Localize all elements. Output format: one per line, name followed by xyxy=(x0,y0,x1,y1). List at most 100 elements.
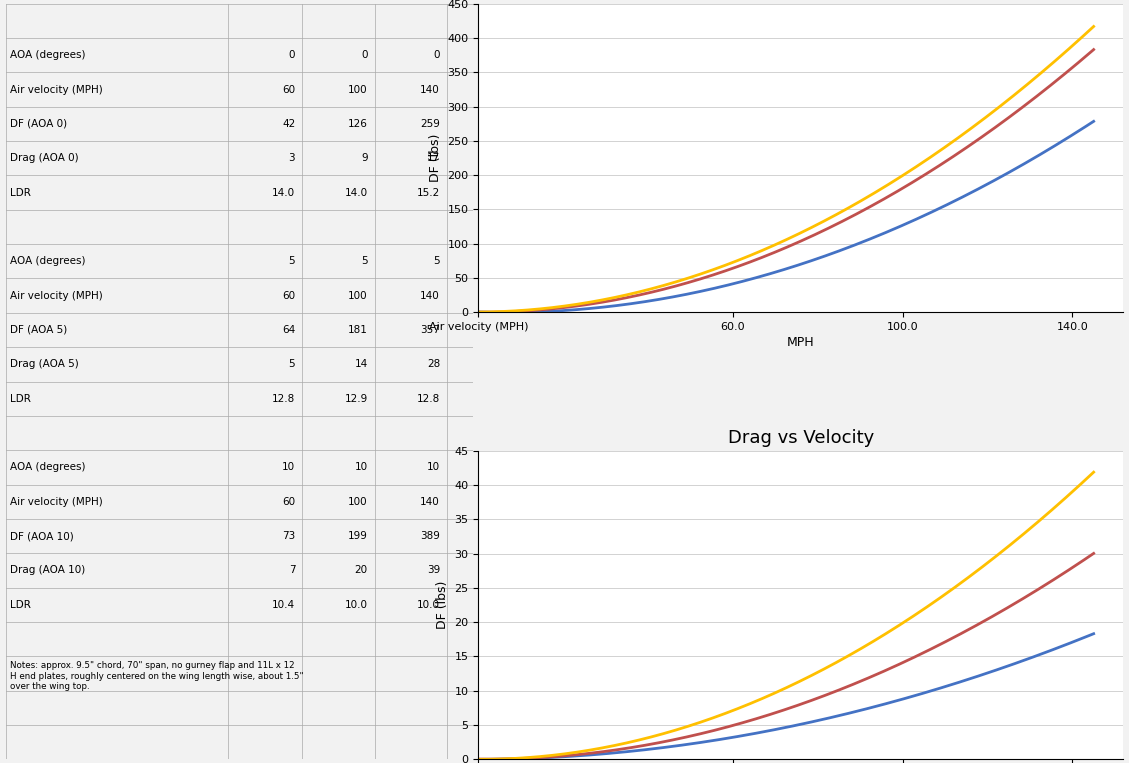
Text: 0: 0 xyxy=(434,50,440,60)
Text: 12.9: 12.9 xyxy=(344,394,368,404)
Text: 14.0: 14.0 xyxy=(344,188,368,198)
Drag (AOA 10) xyxy=(717,710,730,719)
Line: DF (AOA 0): DF (AOA 0) xyxy=(479,121,1094,312)
DF (AOA 5) xyxy=(860,204,874,213)
Text: 5: 5 xyxy=(361,256,368,266)
Text: 7: 7 xyxy=(289,565,296,575)
Text: 12.8: 12.8 xyxy=(417,394,440,404)
Drag (AOA 5) xyxy=(481,755,495,763)
Text: 140: 140 xyxy=(420,85,440,95)
DF (AOA 0) xyxy=(920,210,934,219)
Drag (AOA 0) xyxy=(472,755,485,763)
Text: 17: 17 xyxy=(427,153,440,163)
DF (AOA 0) xyxy=(674,291,688,300)
Text: DF (AOA 0): DF (AOA 0) xyxy=(10,119,68,129)
Text: 100: 100 xyxy=(348,291,368,301)
DF (AOA 5) xyxy=(472,307,485,317)
Text: 64: 64 xyxy=(282,325,296,335)
Text: 140: 140 xyxy=(420,497,440,507)
Drag (AOA 5) xyxy=(860,674,874,683)
Text: 10: 10 xyxy=(355,462,368,472)
Line: DF (AOA 10): DF (AOA 10) xyxy=(479,27,1094,312)
Text: 3: 3 xyxy=(289,153,296,163)
Drag (AOA 10) xyxy=(1087,468,1101,477)
Text: 73: 73 xyxy=(282,531,296,541)
X-axis label: MPH: MPH xyxy=(787,336,815,349)
Drag (AOA 10) xyxy=(917,604,930,613)
DF (AOA 0) xyxy=(860,236,874,245)
Text: AOA (degrees): AOA (degrees) xyxy=(10,462,86,472)
DF (AOA 10) xyxy=(919,156,933,165)
Text: 259: 259 xyxy=(420,119,440,129)
Drag (AOA 5) xyxy=(917,648,930,657)
DF (AOA 5) xyxy=(476,307,490,317)
Text: 0: 0 xyxy=(361,50,368,60)
Drag (AOA 5) xyxy=(472,755,485,763)
Drag (AOA 5) xyxy=(920,646,934,655)
Text: 42: 42 xyxy=(282,119,296,129)
DF (AOA 10) xyxy=(545,303,559,312)
DF (AOA 5) xyxy=(717,267,730,276)
Text: 15.2: 15.2 xyxy=(417,188,440,198)
Text: Notes: approx. 9.5" chord, 70" span, no gurney flap and 11L x 12
H end plates, r: Notes: approx. 9.5" chord, 70" span, no … xyxy=(10,662,304,691)
Text: 60: 60 xyxy=(282,497,296,507)
Text: 126: 126 xyxy=(348,119,368,129)
Text: LDR: LDR xyxy=(10,188,32,198)
Drag (AOA 0) xyxy=(916,689,929,698)
DF (AOA 10) xyxy=(859,194,873,203)
Text: 5: 5 xyxy=(289,256,296,266)
Text: 140: 140 xyxy=(420,291,440,301)
Drag (AOA 0) xyxy=(1087,629,1101,639)
DF (AOA 5) xyxy=(1087,45,1101,54)
DF (AOA 0) xyxy=(548,307,561,316)
Drag (AOA 5) xyxy=(674,734,688,743)
Y-axis label: DF (lbs): DF (lbs) xyxy=(436,581,449,629)
Drag (AOA 10) xyxy=(472,755,485,763)
Text: 60: 60 xyxy=(282,291,296,301)
Text: DF (AOA 5): DF (AOA 5) xyxy=(10,325,68,335)
Title: Drag vs Velocity: Drag vs Velocity xyxy=(728,429,874,446)
Text: Air velocity (MPH): Air velocity (MPH) xyxy=(10,291,103,301)
Drag (AOA 0) xyxy=(715,735,728,744)
Text: 10.0: 10.0 xyxy=(344,600,368,610)
Line: Drag (AOA 0): Drag (AOA 0) xyxy=(479,634,1094,759)
Text: 14.0: 14.0 xyxy=(272,188,296,198)
Text: 0: 0 xyxy=(289,50,296,60)
Text: 5: 5 xyxy=(289,359,296,369)
Text: 181: 181 xyxy=(348,325,368,335)
Y-axis label: DF (lbs): DF (lbs) xyxy=(429,134,441,182)
Text: 357: 357 xyxy=(420,325,440,335)
Text: 10: 10 xyxy=(282,462,296,472)
DF (AOA 0) xyxy=(472,307,485,317)
DF (AOA 5) xyxy=(920,169,934,178)
Drag (AOA 10) xyxy=(473,755,487,763)
Drag (AOA 5) xyxy=(548,752,561,761)
Text: 199: 199 xyxy=(348,531,368,541)
Text: 14: 14 xyxy=(355,359,368,369)
Text: 10: 10 xyxy=(427,462,440,472)
Text: 389: 389 xyxy=(420,531,440,541)
Text: 10.4: 10.4 xyxy=(272,600,296,610)
Line: DF (AOA 5): DF (AOA 5) xyxy=(479,50,1094,312)
Text: 100: 100 xyxy=(348,85,368,95)
DF (AOA 10) xyxy=(1087,22,1101,31)
Text: 20: 20 xyxy=(355,565,368,575)
Text: Drag (AOA 5): Drag (AOA 5) xyxy=(10,359,79,369)
DF (AOA 0) xyxy=(717,282,730,291)
Text: 28: 28 xyxy=(427,359,440,369)
Text: LDR: LDR xyxy=(10,600,32,610)
Text: 9: 9 xyxy=(361,153,368,163)
Drag (AOA 10) xyxy=(920,602,934,611)
DF (AOA 0) xyxy=(498,307,511,317)
Drag (AOA 5) xyxy=(717,723,730,732)
Text: 12.8: 12.8 xyxy=(272,394,296,404)
Drag (AOA 10) xyxy=(548,751,561,760)
DF (AOA 5) xyxy=(917,171,930,180)
DF (AOA 10) xyxy=(916,158,929,167)
Text: 100: 100 xyxy=(348,497,368,507)
Drag (AOA 0) xyxy=(859,704,873,713)
DF (AOA 0) xyxy=(1087,117,1101,126)
Text: Air velocity (MPH): Air velocity (MPH) xyxy=(10,85,103,95)
DF (AOA 10) xyxy=(672,276,685,285)
Drag (AOA 0) xyxy=(672,741,685,750)
